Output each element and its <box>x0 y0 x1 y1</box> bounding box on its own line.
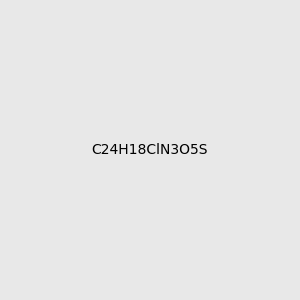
Text: C24H18ClN3O5S: C24H18ClN3O5S <box>92 143 208 157</box>
